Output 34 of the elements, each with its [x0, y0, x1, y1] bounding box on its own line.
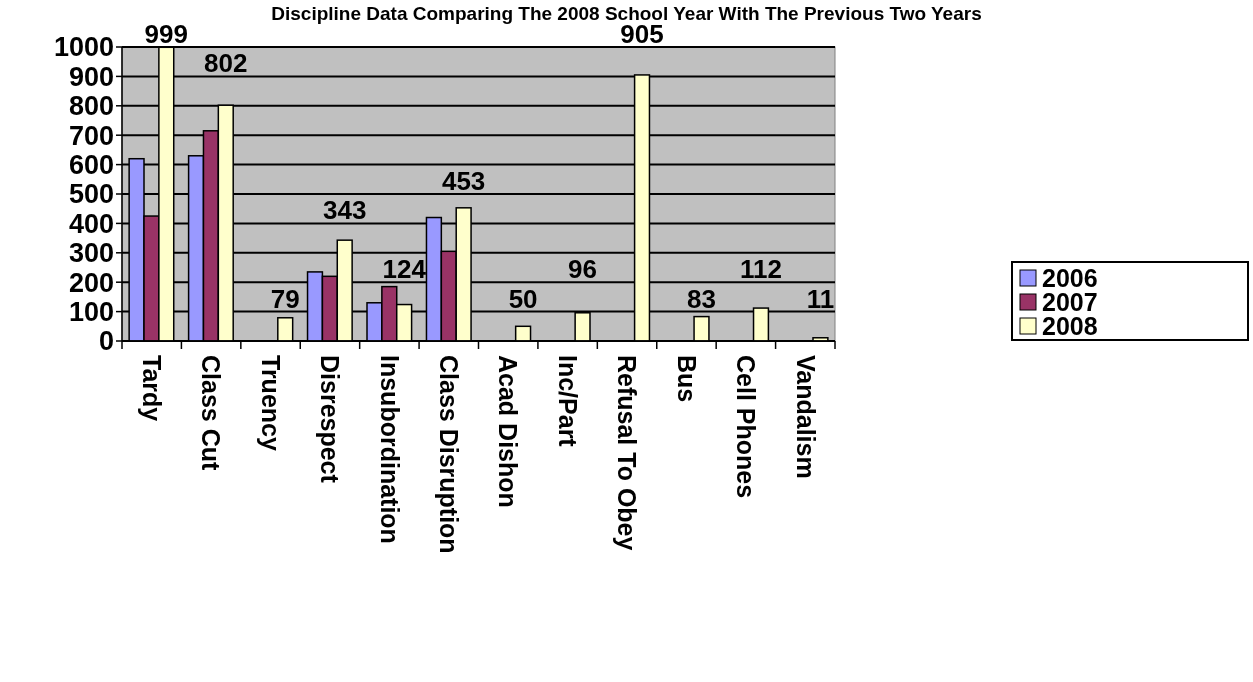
data-label: 96 [568, 254, 598, 285]
y-tick-label: 200 [68, 267, 114, 298]
data-label: 453 [441, 166, 486, 196]
data-label: 124 [382, 254, 427, 285]
y-tick-label: 800 [68, 91, 114, 122]
x-tick-label: Acad Dishon [494, 355, 523, 508]
x-tick-label: Bus [672, 355, 701, 403]
y-tick-label: 400 [68, 208, 114, 239]
x-tick-label: Disrespect [316, 355, 345, 484]
x-tick-label: Insubordination [375, 355, 404, 544]
y-tick-label: 900 [68, 61, 114, 92]
x-tick-label: Truency [256, 355, 285, 451]
x-tick-label: Refusal To Obey [613, 355, 642, 551]
y-tick-label: 600 [68, 150, 114, 181]
y-tick-label: 0 [98, 326, 114, 357]
x-tick-label: Tardy [137, 355, 166, 422]
data-label: 83 [687, 283, 716, 314]
y-tick-label: 700 [68, 120, 114, 151]
data-label: 999 [144, 19, 188, 49]
data-label: 50 [508, 283, 538, 314]
y-tick-label: 1000 [53, 32, 114, 63]
y-tick-label: 500 [68, 179, 114, 210]
data-label: 79 [270, 283, 300, 314]
x-tick-label: Class Disruption [435, 355, 464, 554]
data-label: 112 [739, 254, 782, 285]
x-tick-label: Vandalism [791, 355, 820, 479]
data-label: 802 [204, 48, 248, 79]
y-tick-label: 100 [68, 297, 114, 328]
data-label: 343 [323, 195, 367, 226]
x-tick-label: Inc/Part [553, 355, 582, 448]
data-label: 11 [806, 283, 835, 314]
x-tick-label: Class Cut [197, 355, 226, 471]
x-tick-label: Cell Phones [732, 355, 761, 499]
y-tick-label: 300 [68, 238, 114, 269]
